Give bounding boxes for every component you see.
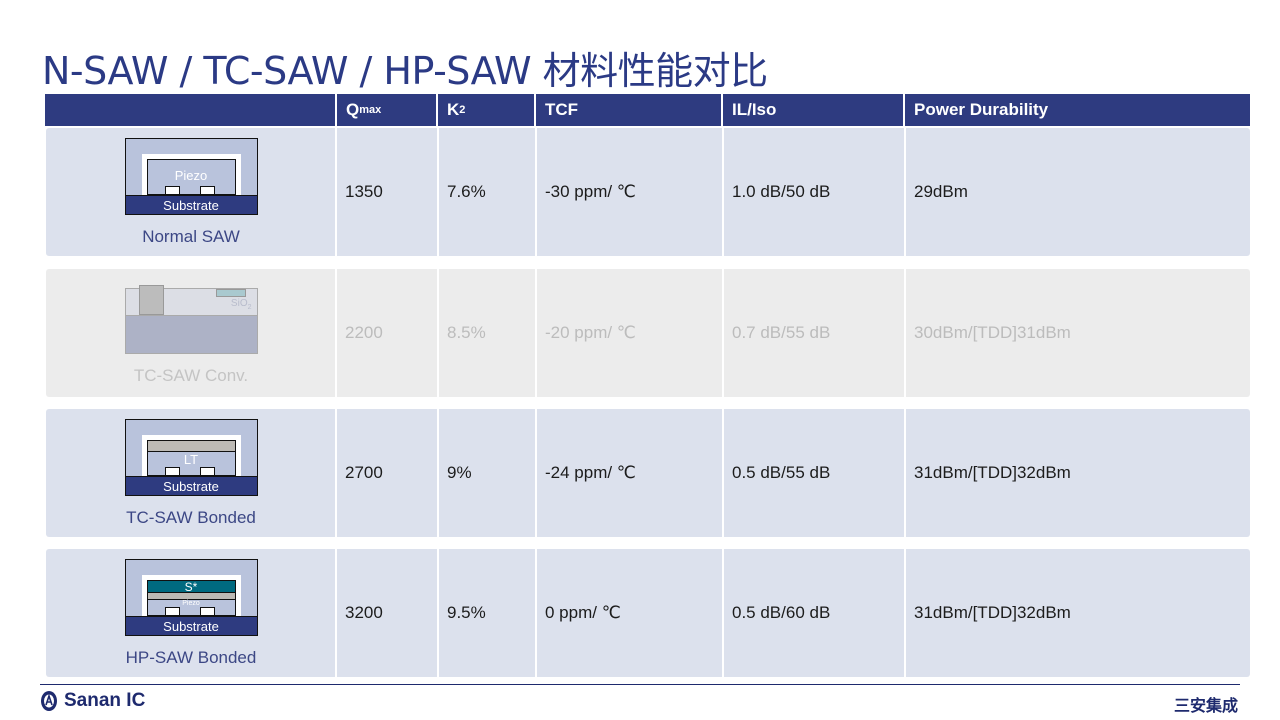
k2-value: 9% [437,409,535,537]
header-k-sup: 2 [459,104,466,116]
piezo-layer: Piezo [182,599,200,607]
table-row-disabled: SiO2 TC-SAW Conv. 2200 8.5% -20 ppm/ ℃ 0… [46,269,1250,397]
hp-saw-bonded-diagram: S* Piezo Substrate [124,558,258,636]
brand-name: Sanan IC [64,690,146,711]
brand-logo: Sanan IC [40,690,145,712]
header-il: IL/Iso [721,94,903,126]
table-row: Piezo Substrate Normal SAW 1350 7.6% -30… [46,128,1250,256]
power-value: 31dBm/[TDD]32dBm [904,549,1250,677]
sio2-label: SiO2 [230,297,252,311]
header-q-sub: max [359,104,382,116]
il-value: 0.5 dB/60 dB [722,549,904,677]
brand-name-cn: 三安集成 [1173,696,1238,715]
sanan-logo-icon [41,691,57,711]
tcf-value: -30 ppm/ ℃ [535,128,722,256]
s-star-layer: S* [147,580,235,593]
tcf-value: -20 ppm/ ℃ [535,269,722,397]
power-value: 30dBm/[TDD]31dBm [904,269,1250,397]
q-value: 1350 [335,128,437,256]
k2-value: 9.5% [437,549,535,677]
page-title: N-SAW / TC-SAW / HP-SAW 材料性能对比 [42,49,768,93]
q-value: 2700 [335,409,437,537]
substrate-layer: Substrate [125,194,257,214]
header-q-label: Q [346,100,360,119]
k2-value: 7.6% [437,128,535,256]
il-value: 0.5 dB/55 dB [722,409,904,537]
header-k-label: K [447,100,460,119]
il-value: 1.0 dB/50 dB [722,128,904,256]
normal-saw-diagram: Piezo Substrate [124,137,258,215]
substrate-layer: Substrate [125,615,257,635]
power-value: 29dBm [904,128,1250,256]
structure-name: TC-SAW Bonded [126,507,256,527]
structure-name: TC-SAW Conv. [133,365,249,385]
tc-saw-bonded-diagram: LT Substrate [124,418,258,496]
table-row: LT Substrate TC-SAW Bonded 2700 9% -24 p… [46,409,1250,537]
header-blank [45,94,335,126]
lt-layer: LT [183,451,199,467]
tcf-value: -24 ppm/ ℃ [535,409,722,537]
footer-divider [40,684,1240,685]
structure-cell: SiO2 TC-SAW Conv. [46,269,336,397]
header-power: Power Durability [903,94,1249,126]
tc-saw-conv-diagram: SiO2 [124,281,258,354]
substrate-layer: Substrate [125,475,257,495]
structure-name: Normal SAW [142,226,240,246]
structure-cell: LT Substrate TC-SAW Bonded [46,409,336,537]
header-tcf: TCF [534,94,721,126]
tcf-value: 0 ppm/ ℃ [535,549,722,677]
k2-value: 8.5% [437,269,535,397]
table-row: S* Piezo Substrate HP-SAW Bonded 3200 9.… [46,549,1250,677]
q-value: 3200 [335,549,437,677]
q-value: 2200 [335,269,437,397]
structure-cell: Piezo Substrate Normal SAW [46,128,336,256]
structure-name: HP-SAW Bonded [125,647,257,667]
structure-cell: S* Piezo Substrate HP-SAW Bonded [46,549,336,677]
piezo-layer: Piezo [146,158,236,195]
il-value: 0.7 dB/55 dB [722,269,904,397]
power-value: 31dBm/[TDD]32dBm [904,409,1250,537]
